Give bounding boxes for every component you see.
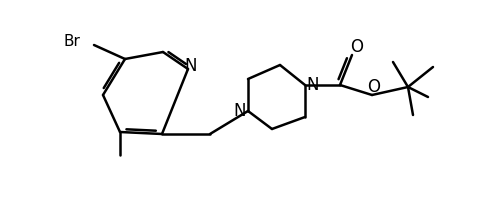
Text: N: N bbox=[307, 76, 319, 94]
Text: O: O bbox=[351, 38, 363, 56]
Text: Br: Br bbox=[63, 35, 81, 49]
Text: N: N bbox=[234, 102, 246, 120]
Text: O: O bbox=[367, 78, 381, 96]
Text: N: N bbox=[185, 57, 197, 75]
